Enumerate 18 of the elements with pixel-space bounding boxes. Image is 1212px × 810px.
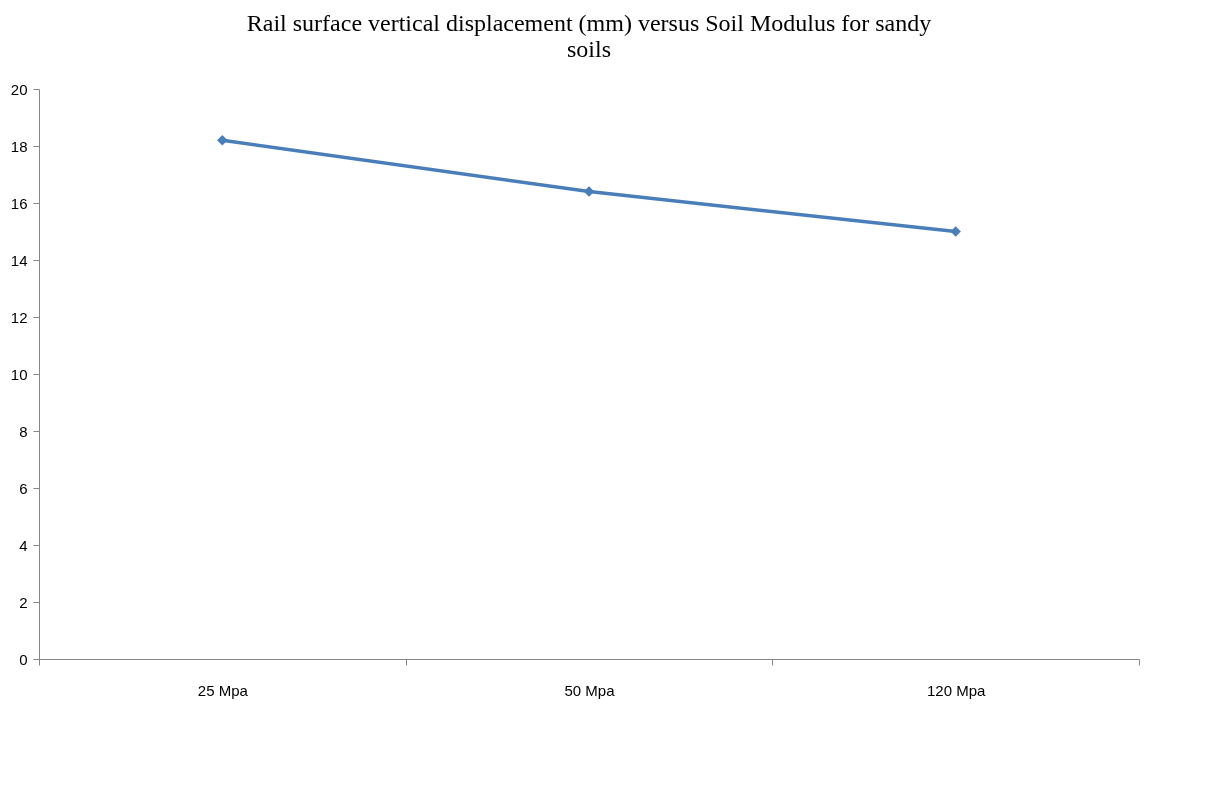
x-tick-label: 120 Mpa: [926, 681, 987, 699]
chart-title: Rail surface vertical displacement (mm) versus Soil Modulus for sandy soils: [246, 10, 932, 62]
y-tick-label: 2: [19, 593, 28, 611]
y-tick-label: 4: [19, 536, 28, 554]
x-tick-label: 50 Mpa: [564, 681, 616, 699]
y-tick-label: 16: [10, 194, 28, 212]
y-tick-label: 12: [10, 308, 28, 326]
y-tick-label: 14: [10, 251, 28, 269]
point: [583, 186, 595, 197]
point: [950, 226, 961, 237]
y-tick-label: 0: [19, 650, 28, 668]
y-tick-label: 8: [19, 422, 28, 440]
point: [217, 135, 228, 146]
y-tick-label: 10: [10, 365, 28, 383]
y-tick-label: 20: [10, 80, 28, 98]
x-tick-label: 25 Mpa: [197, 681, 249, 699]
y-tick-label: 18: [10, 137, 28, 155]
y-tick-label: 6: [19, 479, 28, 497]
